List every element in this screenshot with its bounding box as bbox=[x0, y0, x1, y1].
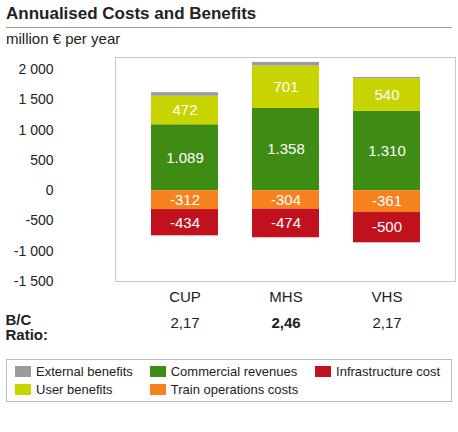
svg-text:500: 500 bbox=[30, 152, 54, 168]
svg-text:540: 540 bbox=[374, 86, 399, 103]
html-text:million € per year: million € per year bbox=[6, 30, 121, 47]
svg-text:1 500: 1 500 bbox=[18, 91, 53, 107]
svg-text:472: 472 bbox=[172, 101, 197, 118]
svg-text:2,17: 2,17 bbox=[372, 314, 401, 331]
svg-text:-500: -500 bbox=[372, 218, 402, 235]
svg-text:-1 000: -1 000 bbox=[14, 243, 54, 259]
svg-text:-434: -434 bbox=[170, 214, 200, 231]
svg-text:-312: -312 bbox=[170, 191, 200, 208]
svg-text:2,46: 2,46 bbox=[271, 314, 300, 331]
html-text:Commercial revenues: Commercial revenues bbox=[170, 364, 298, 379]
svg-text:-361: -361 bbox=[372, 192, 402, 209]
html-text:External benefits: External benefits bbox=[36, 364, 133, 379]
svg-text:B/CRatio:: B/CRatio: bbox=[6, 311, 49, 343]
svg-text:-500: -500 bbox=[25, 212, 53, 228]
svg-text:2,17: 2,17 bbox=[170, 314, 199, 331]
html-text:Annualised Costs and Benefits: Annualised Costs and Benefits bbox=[6, 4, 257, 23]
html-text:User benefits: User benefits bbox=[36, 382, 113, 397]
svg-text:0: 0 bbox=[46, 182, 54, 198]
svg-text:-304: -304 bbox=[271, 191, 301, 208]
svg-text:-1 500: -1 500 bbox=[14, 273, 54, 289]
svg-text:1.358: 1.358 bbox=[267, 140, 305, 157]
svg-text:CUP: CUP bbox=[169, 288, 201, 305]
svg-text:1 000: 1 000 bbox=[18, 122, 53, 138]
svg-text:VHS: VHS bbox=[372, 288, 403, 305]
html-text:Infrastructure cost: Infrastructure cost bbox=[336, 364, 441, 379]
html-text:Train operations costs: Train operations costs bbox=[170, 382, 299, 397]
svg-text:2 000: 2 000 bbox=[18, 61, 53, 77]
svg-text:701: 701 bbox=[273, 78, 298, 95]
svg-text:-474: -474 bbox=[271, 214, 301, 231]
svg-text:1.310: 1.310 bbox=[368, 142, 406, 159]
svg-text:MHS: MHS bbox=[269, 288, 302, 305]
svg-text:1.089: 1.089 bbox=[166, 149, 204, 166]
